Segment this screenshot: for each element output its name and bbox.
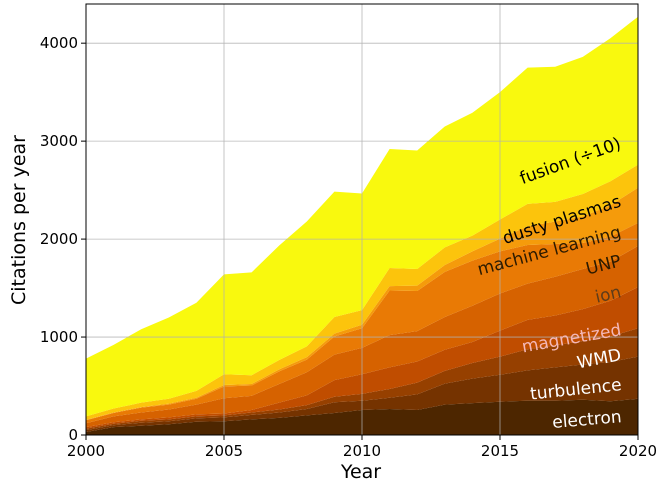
x-tick-label: 2010 <box>343 442 381 460</box>
y-tick-label: 1000 <box>40 328 78 346</box>
x-tick-label: 2020 <box>619 442 657 460</box>
y-tick-label: 4000 <box>40 34 78 52</box>
axis-ticks: 2000 2005 2010 2015 2020 0 1000 2000 3000 4000 <box>40 34 657 460</box>
x-tick-label: 2005 <box>205 442 243 460</box>
y-tick-label: 2000 <box>40 230 78 248</box>
y-tick-label: 3000 <box>40 132 78 150</box>
x-axis-label: Year <box>340 461 381 483</box>
y-tick-label: 0 <box>68 426 78 444</box>
x-tick-label: 2000 <box>67 442 105 460</box>
x-tick-label: 2015 <box>481 442 519 460</box>
y-axis-label: Citations per year <box>8 135 30 305</box>
